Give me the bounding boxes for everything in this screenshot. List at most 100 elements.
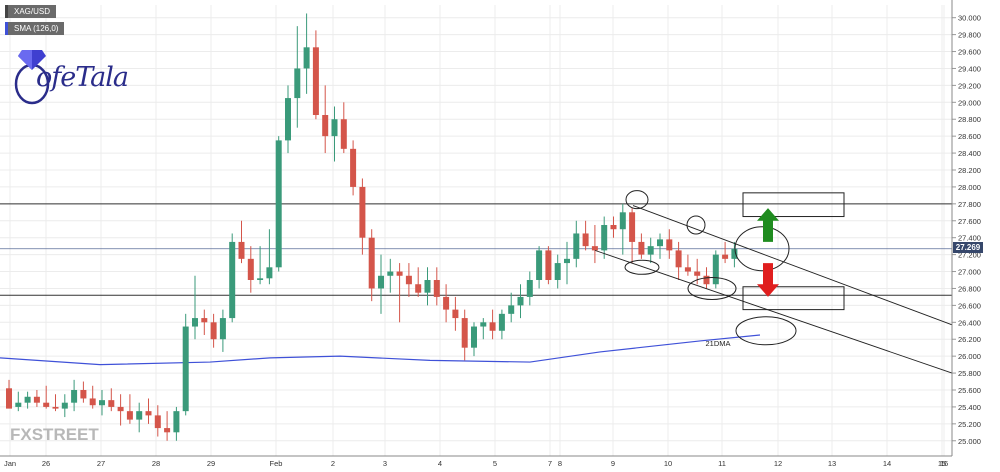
sma-legend[interactable]: SMA (126,0) — [5, 22, 65, 35]
candle-body — [219, 318, 226, 340]
candle-body — [731, 248, 738, 259]
candle-body — [703, 275, 710, 285]
candle-body — [396, 271, 403, 276]
candle-body — [108, 400, 115, 407]
channel-upper-line — [632, 205, 953, 326]
y-tick-label: 25.000 — [958, 437, 981, 446]
x-tick-label: Feb — [270, 459, 283, 468]
candle-body — [126, 411, 133, 420]
y-tick-label: 25.400 — [958, 403, 981, 412]
y-tick-label: 25.600 — [958, 386, 981, 395]
x-tick-label: 11 — [718, 459, 726, 468]
x-tick-label: 27 — [97, 459, 105, 468]
y-tick-label: 27.600 — [958, 217, 981, 226]
sma-line — [0, 334, 761, 366]
y-tick-label: 27.200 — [958, 251, 981, 260]
candle-body — [694, 271, 701, 276]
x-tick-label: 9 — [611, 459, 615, 468]
y-tick-label: 29.800 — [958, 31, 981, 40]
dma-label: 21DMA — [705, 339, 730, 348]
candle-body — [80, 390, 87, 399]
y-tick-label: 28.800 — [958, 115, 981, 124]
candle-body — [424, 280, 431, 293]
candle-body — [303, 47, 310, 69]
up-arrow-icon — [757, 208, 779, 242]
logo-ring-icon — [14, 50, 50, 105]
candle-body — [340, 119, 347, 149]
candle-body — [629, 212, 636, 242]
candle-body — [489, 322, 496, 331]
candle-body — [452, 309, 459, 319]
candle-body — [312, 47, 319, 115]
annotation-ellipse — [734, 226, 790, 272]
candle-body — [638, 241, 645, 255]
x-tick-label: 10 — [664, 459, 672, 468]
candle-body — [99, 400, 105, 406]
annotations-layer: 21DMA — [594, 190, 953, 374]
y-tick-label: 29.600 — [958, 48, 981, 57]
candle-body — [52, 406, 59, 409]
candle-body — [517, 296, 524, 306]
candle-body — [591, 246, 598, 251]
x-tick-label: 26 — [42, 459, 50, 468]
candle-body — [508, 305, 515, 314]
candle-body — [387, 271, 394, 276]
candle-body — [43, 402, 50, 407]
candle-body — [24, 396, 31, 403]
y-tick-label: 29.200 — [958, 81, 981, 90]
candle-body — [210, 322, 217, 340]
axes-layer: 30.000 29.800 29.600 29.400 29.200 29.000 28.8… — [0, 0, 981, 468]
candle-body — [545, 250, 552, 280]
y-tick-label: 30.000 — [958, 14, 981, 23]
candle-body — [433, 280, 440, 297]
candle-body — [238, 241, 245, 259]
candle-body — [480, 322, 487, 327]
candle-body — [117, 406, 124, 412]
candle-body — [229, 241, 236, 319]
x-tick-label: 14 — [883, 459, 891, 468]
x-tick-label: 16 — [940, 459, 948, 468]
target-box-lower — [742, 286, 845, 311]
symbol-legend[interactable]: XAG/USD — [5, 5, 57, 18]
candle-body — [619, 212, 626, 230]
candle-body — [164, 428, 171, 433]
y-tick-label: 29.400 — [958, 64, 981, 73]
candle-body — [461, 318, 468, 348]
candle-body — [378, 275, 384, 289]
y-tick-label: 29.000 — [958, 98, 981, 107]
candle-body — [582, 233, 589, 247]
candle-body — [657, 239, 663, 247]
candle-body — [145, 411, 152, 416]
watermark-logo: FXSTREET — [10, 425, 99, 444]
y-tick-label: 28.200 — [958, 166, 981, 175]
channel-lower-line — [594, 249, 953, 374]
annotation-ellipse — [625, 190, 649, 210]
x-tick-label: 28 — [152, 459, 160, 468]
y-tick-label: 28.600 — [958, 132, 981, 141]
x-tick-label: 3 — [383, 459, 387, 468]
sma-layer — [0, 334, 761, 366]
candle-body — [294, 68, 301, 99]
candle-body — [247, 258, 254, 280]
candle-body — [647, 246, 654, 255]
target-box-upper — [742, 192, 845, 218]
candle-body — [257, 278, 264, 280]
candle-body — [471, 326, 477, 348]
x-tick-label: 12 — [774, 459, 782, 468]
annotation-ellipse — [735, 316, 797, 346]
down-arrow-icon — [757, 263, 779, 297]
y-tick-label: 25.200 — [958, 420, 981, 429]
annotation-ellipse — [686, 215, 706, 235]
y-tick-label: 25.800 — [958, 369, 981, 378]
candle-body — [415, 284, 422, 293]
x-tick-label: 5 — [493, 459, 497, 468]
candle-body — [498, 313, 505, 331]
y-tick-label: 26.000 — [958, 352, 981, 361]
candle-body — [684, 267, 691, 272]
x-tick-label: 7 — [548, 459, 552, 468]
candle-body — [712, 254, 719, 285]
y-tick-label: 26.600 — [958, 301, 981, 310]
candle-body — [61, 402, 68, 409]
candle-body — [322, 115, 329, 137]
candle-body — [675, 250, 682, 268]
